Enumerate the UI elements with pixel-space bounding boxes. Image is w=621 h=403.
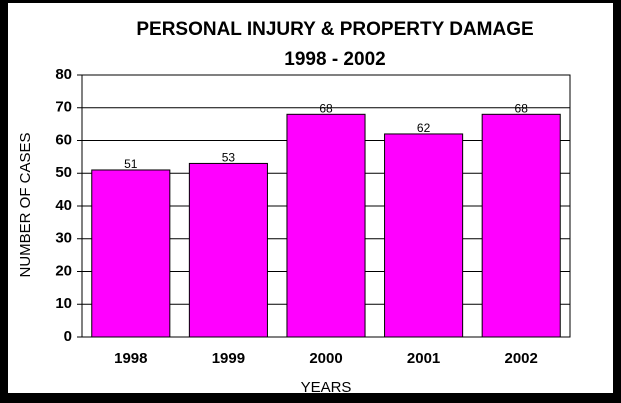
bar xyxy=(481,113,561,338)
x-tick-label: 2002 xyxy=(505,350,538,367)
y-tick-label: 10 xyxy=(55,295,72,312)
x-axis-label: YEARS xyxy=(301,379,352,396)
x-tick-label: 1999 xyxy=(212,350,245,367)
y-tick-label: 80 xyxy=(55,66,72,83)
chart-title: PERSONAL INJURY & PROPERTY DAMAGE xyxy=(136,19,533,40)
data-label: 51 xyxy=(124,157,138,171)
y-tick-label: 0 xyxy=(64,328,72,345)
bar xyxy=(384,133,464,338)
y-tick-label: 20 xyxy=(55,262,72,279)
y-axis-label: NUMBER OF CASES xyxy=(17,132,34,277)
chart-subtitle: 1998 - 2002 xyxy=(284,49,385,70)
bar xyxy=(286,113,366,338)
x-tick-label: 2000 xyxy=(309,350,342,367)
y-tick-label: 50 xyxy=(55,164,72,181)
data-label: 53 xyxy=(222,151,236,165)
data-label: 68 xyxy=(319,101,333,115)
bar xyxy=(188,162,268,338)
y-tick-label: 60 xyxy=(55,131,72,148)
x-tick-label: 2001 xyxy=(407,350,440,367)
y-tick-label: 40 xyxy=(55,197,72,214)
data-label: 62 xyxy=(417,121,431,135)
y-tick-label: 30 xyxy=(55,230,72,247)
bar xyxy=(91,169,171,338)
data-label: 68 xyxy=(515,101,529,115)
y-tick-label: 70 xyxy=(55,99,72,116)
x-tick-label: 1998 xyxy=(114,350,147,367)
